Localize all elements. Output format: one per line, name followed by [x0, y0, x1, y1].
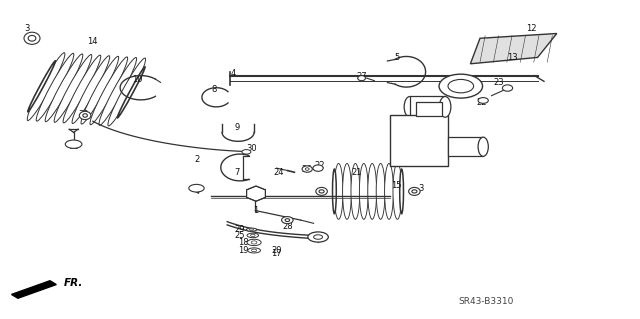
- Ellipse shape: [81, 56, 118, 124]
- Ellipse shape: [252, 249, 257, 252]
- Ellipse shape: [385, 163, 394, 219]
- Text: 9: 9: [234, 123, 239, 132]
- Ellipse shape: [319, 190, 324, 193]
- Ellipse shape: [63, 55, 100, 123]
- Ellipse shape: [302, 166, 312, 172]
- Ellipse shape: [404, 96, 416, 117]
- Ellipse shape: [400, 169, 403, 214]
- Text: 7: 7: [234, 168, 239, 177]
- Text: 25: 25: [235, 231, 245, 240]
- Text: 30: 30: [246, 144, 257, 153]
- Text: 27: 27: [356, 72, 367, 81]
- Ellipse shape: [409, 188, 420, 195]
- Text: 30: 30: [78, 110, 88, 119]
- Text: 17: 17: [271, 249, 282, 258]
- Circle shape: [308, 232, 328, 242]
- Ellipse shape: [90, 57, 127, 125]
- Circle shape: [65, 140, 82, 148]
- Text: 8: 8: [212, 85, 217, 94]
- Ellipse shape: [28, 35, 36, 41]
- Ellipse shape: [285, 219, 290, 221]
- Ellipse shape: [440, 96, 451, 117]
- Ellipse shape: [358, 76, 365, 81]
- Text: 11: 11: [68, 142, 79, 151]
- Text: 14: 14: [88, 37, 98, 46]
- Text: 19: 19: [238, 246, 248, 255]
- Text: 24: 24: [273, 168, 284, 177]
- Ellipse shape: [502, 85, 513, 91]
- Polygon shape: [12, 281, 56, 298]
- Bar: [416, 102, 442, 116]
- Ellipse shape: [247, 239, 261, 246]
- Text: 13: 13: [507, 53, 517, 62]
- Ellipse shape: [36, 53, 74, 121]
- Text: 18: 18: [238, 238, 248, 247]
- Text: 3: 3: [419, 184, 424, 193]
- Bar: [390, 115, 448, 166]
- Text: 12: 12: [526, 24, 536, 33]
- Ellipse shape: [250, 234, 255, 237]
- Ellipse shape: [333, 169, 336, 214]
- Text: 16: 16: [251, 189, 261, 197]
- Ellipse shape: [248, 248, 260, 253]
- Ellipse shape: [439, 74, 483, 98]
- Text: 21: 21: [352, 168, 362, 177]
- Bar: [410, 96, 445, 117]
- Polygon shape: [470, 33, 557, 64]
- Ellipse shape: [72, 56, 109, 123]
- Ellipse shape: [316, 188, 327, 195]
- Bar: [448, 137, 483, 156]
- Text: 26: 26: [302, 165, 312, 174]
- Ellipse shape: [478, 137, 488, 156]
- Circle shape: [314, 235, 323, 239]
- Ellipse shape: [360, 163, 368, 219]
- Ellipse shape: [28, 61, 56, 112]
- Ellipse shape: [448, 79, 474, 93]
- Ellipse shape: [108, 58, 145, 126]
- Ellipse shape: [368, 163, 376, 219]
- Ellipse shape: [24, 32, 40, 44]
- Text: 10: 10: [132, 75, 143, 84]
- Text: 22: 22: [476, 98, 486, 107]
- Ellipse shape: [99, 57, 136, 125]
- Text: 20: 20: [271, 246, 282, 255]
- Ellipse shape: [376, 163, 385, 219]
- Text: 4: 4: [231, 69, 236, 78]
- Circle shape: [189, 184, 204, 192]
- Ellipse shape: [117, 67, 145, 118]
- Text: 3: 3: [24, 24, 29, 33]
- Ellipse shape: [351, 163, 360, 219]
- Ellipse shape: [246, 228, 257, 231]
- Polygon shape: [246, 186, 266, 201]
- Ellipse shape: [83, 114, 88, 117]
- Ellipse shape: [393, 163, 402, 219]
- Text: 6: 6: [423, 110, 428, 119]
- Ellipse shape: [252, 241, 257, 244]
- Text: 23: 23: [494, 78, 504, 87]
- Text: 15: 15: [392, 181, 402, 189]
- Ellipse shape: [305, 168, 309, 170]
- Text: 2: 2: [195, 155, 200, 164]
- Circle shape: [242, 150, 251, 154]
- Text: 28: 28: [283, 222, 293, 231]
- Text: 5: 5: [394, 53, 399, 62]
- Ellipse shape: [79, 111, 91, 120]
- Ellipse shape: [478, 98, 488, 103]
- Text: 29: 29: [235, 225, 245, 234]
- Ellipse shape: [45, 54, 83, 122]
- Ellipse shape: [54, 55, 92, 122]
- Ellipse shape: [412, 190, 417, 193]
- Text: 22: 22: [315, 161, 325, 170]
- Ellipse shape: [342, 163, 351, 219]
- Ellipse shape: [250, 229, 253, 230]
- Ellipse shape: [247, 233, 259, 238]
- Ellipse shape: [313, 165, 323, 171]
- Ellipse shape: [334, 163, 343, 219]
- Text: 1: 1: [253, 206, 259, 215]
- Ellipse shape: [28, 53, 65, 121]
- Text: FR.: FR.: [64, 278, 83, 288]
- Text: SR43-B3310: SR43-B3310: [459, 297, 514, 306]
- Ellipse shape: [282, 217, 293, 224]
